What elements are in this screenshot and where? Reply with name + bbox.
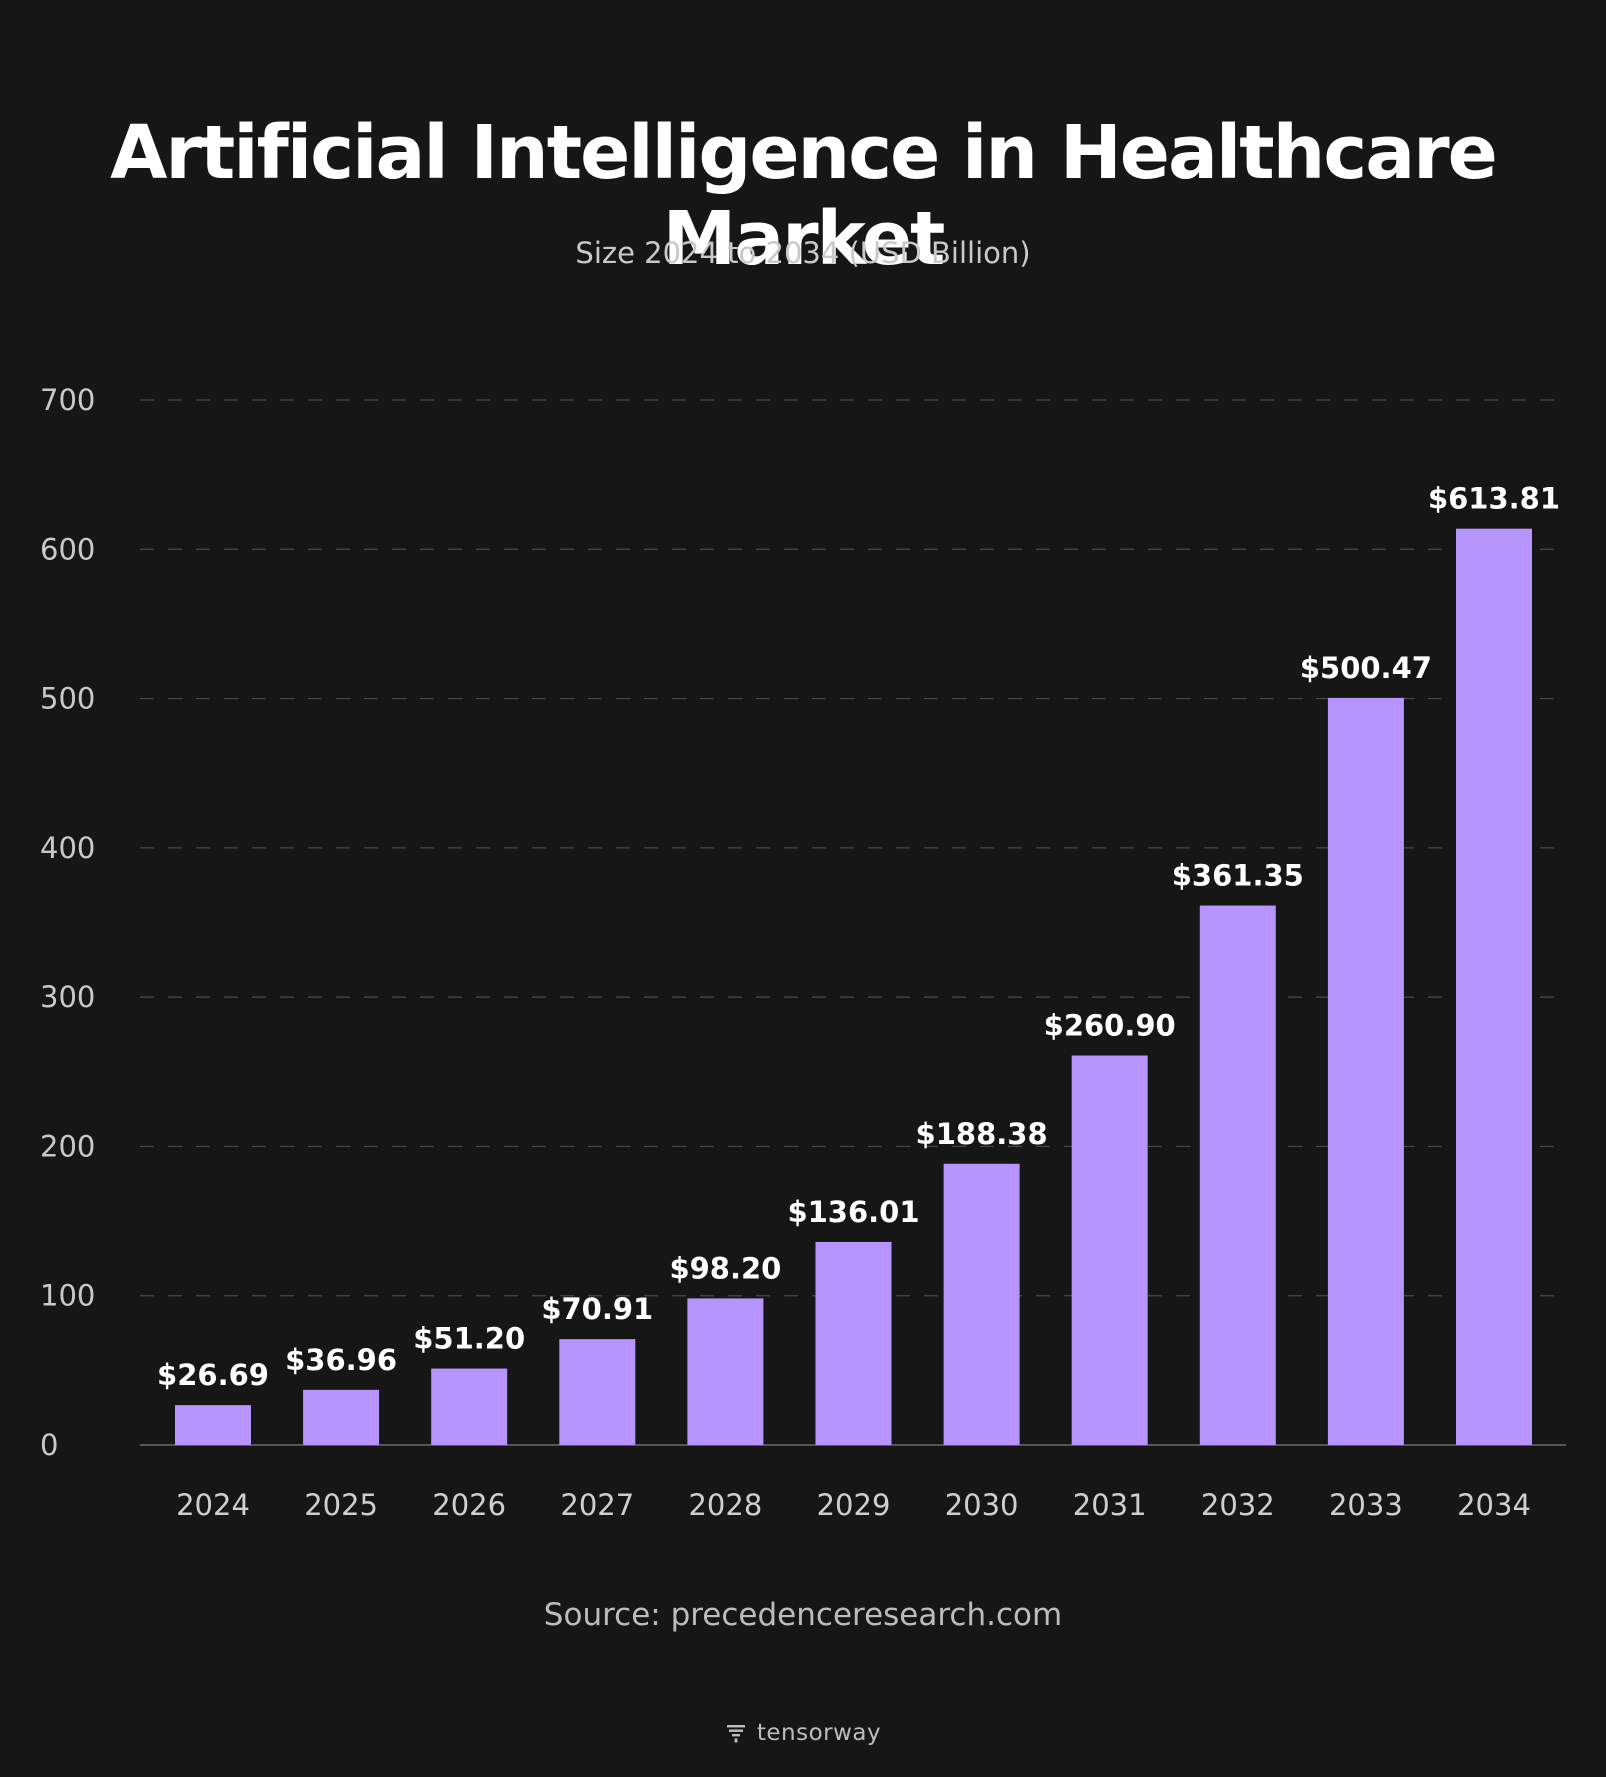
x-tick-label: 2029 [817, 1488, 891, 1522]
source-note: Source: precedenceresearch.com [543, 1597, 1063, 1633]
chart-subtitle: Size 2024 to 2034 (USD Billion) [575, 236, 1031, 270]
y-tick-label: 300 [40, 980, 95, 1014]
data-label: $361.35 [1172, 859, 1304, 893]
x-tick-label: 2032 [1201, 1488, 1275, 1522]
x-tick-label: 2025 [304, 1488, 378, 1522]
bar [1327, 697, 1404, 1445]
data-label: $51.20 [413, 1322, 525, 1356]
x-tick-label: 2024 [176, 1488, 250, 1522]
bar-chart: $26.69 $36.96 $51.20 $70.91 $98.20$136.01 $18… [40, 383, 1566, 1522]
tensorway-logo-icon [726, 1725, 745, 1743]
data-labels: $26.69 $36.96 $51.20 $70.91 $98.20$136.01 $18… [157, 482, 1560, 1392]
x-tick-label: 2028 [688, 1488, 762, 1522]
bar [1456, 528, 1532, 1445]
bar [431, 1368, 508, 1445]
y-tick-label: 600 [40, 532, 95, 566]
bar [1071, 1055, 1148, 1445]
bars [175, 528, 1532, 1445]
y-tick-label: 700 [40, 383, 95, 417]
x-tick-label: 2027 [560, 1488, 634, 1522]
x-tick-label: 2026 [432, 1488, 506, 1522]
data-label: $98.20 [669, 1251, 781, 1285]
data-label: $26.69 [157, 1358, 269, 1392]
data-label: $613.81 [1428, 482, 1560, 516]
x-tick-label: 2034 [1457, 1488, 1531, 1522]
data-label: $36.96 [285, 1343, 397, 1377]
bar [687, 1298, 764, 1445]
data-label: $188.38 [916, 1117, 1048, 1151]
bar [303, 1389, 380, 1445]
y-tick-label: 0 [40, 1428, 58, 1462]
y-tick-label: 100 [40, 1279, 95, 1313]
bar [559, 1339, 636, 1445]
data-label: $500.47 [1300, 651, 1432, 685]
bar [943, 1163, 1020, 1445]
x-tick-label: 2033 [1329, 1488, 1403, 1522]
axis-ticks: 0 100 200 300 400 500 600 700 2024 2025 2026 2027 20… [40, 383, 1531, 1522]
brand-footer: tensorway [0, 1720, 1606, 1746]
data-label: $260.90 [1044, 1009, 1176, 1043]
y-tick-label: 500 [40, 682, 95, 716]
y-tick-label: 400 [40, 831, 95, 865]
brand-name: tensorway [756, 1720, 882, 1746]
chart-title: Artificial Intelligence in Healthcare Ma… [110, 110, 1498, 282]
bar [175, 1405, 251, 1445]
x-tick-label: 2030 [945, 1488, 1019, 1522]
x-tick-label: 2031 [1073, 1488, 1147, 1522]
y-tick-label: 200 [40, 1129, 95, 1163]
data-label: $136.01 [787, 1195, 919, 1229]
data-label: $70.91 [541, 1292, 653, 1326]
bar [815, 1241, 892, 1445]
bar [1199, 905, 1276, 1445]
